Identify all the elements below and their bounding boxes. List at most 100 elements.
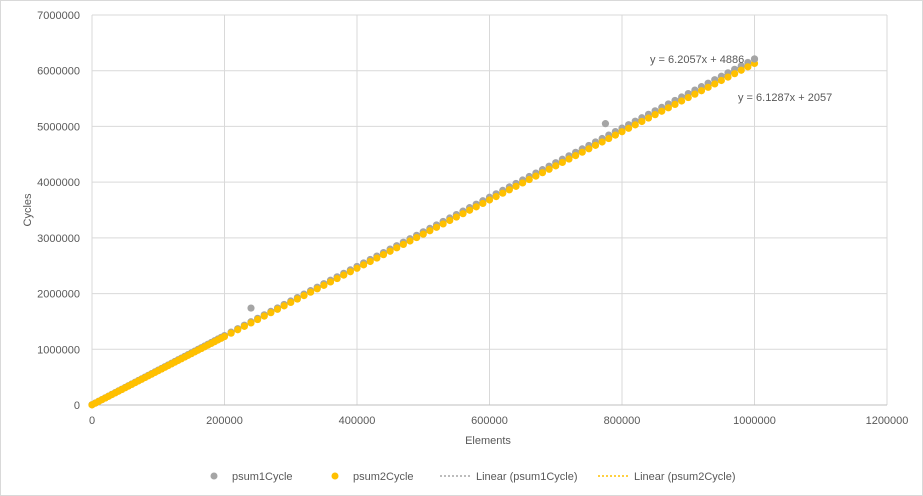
- y-tick-label: 2000000: [37, 289, 80, 301]
- x-tick-label: 800000: [604, 415, 641, 427]
- psum2-point: [519, 179, 527, 187]
- psum2-point: [678, 97, 686, 105]
- psum2-point: [346, 268, 354, 276]
- psum2-point: [307, 288, 315, 296]
- psum2-point: [697, 87, 706, 95]
- legend-label-psum2: psum2Cycle: [353, 471, 414, 483]
- psum2-point: [598, 138, 606, 146]
- legend-label-linear-psum2: Linear (psum2Cycle): [634, 471, 735, 483]
- psum2-point: [671, 100, 679, 109]
- legend-marker-psum2: [331, 472, 339, 480]
- psum2-point: [280, 302, 288, 310]
- psum2-point: [505, 186, 513, 194]
- y-tick-label: 1000000: [37, 344, 80, 356]
- psum2-point: [545, 165, 553, 173]
- y-tick-label: 3000000: [37, 233, 80, 245]
- y-axis-title: Cycles: [22, 193, 34, 227]
- psum2-point: [313, 285, 321, 293]
- psum2-point: [499, 189, 507, 197]
- psum2-point: [479, 199, 487, 208]
- psum2-point: [638, 117, 646, 126]
- psum2-point: [260, 312, 268, 320]
- psum2-point: [446, 216, 454, 225]
- legend-label-linear-psum1: Linear (psum1Cycle): [476, 471, 577, 483]
- psum2-point: [585, 145, 593, 153]
- psum2-point: [532, 172, 540, 180]
- psum2-point: [426, 227, 434, 235]
- psum2-point: [227, 329, 235, 337]
- psum2-point: [386, 247, 394, 255]
- x-tick-label: 0: [89, 415, 95, 427]
- psum2-point: [724, 73, 732, 81]
- psum2-point: [333, 274, 341, 283]
- psum2-point: [393, 244, 401, 252]
- psum2-point: [234, 326, 242, 334]
- psum2-point: [572, 152, 580, 160]
- psum2-point: [492, 192, 500, 201]
- legend: psum1Cycle psum2Cycle Linear (psum1Cycle…: [210, 471, 735, 483]
- psum2-point: [591, 141, 600, 149]
- x-tick-label: 1200000: [866, 415, 909, 427]
- psum2-point: [340, 271, 348, 279]
- tick-labels: 0100000020000003000000400000050000006000…: [37, 10, 908, 427]
- psum2-point: [287, 298, 295, 307]
- psum2-point: [373, 254, 381, 262]
- psum2-point: [320, 281, 328, 289]
- psum2-point: [419, 230, 427, 238]
- psum2-point: [625, 124, 633, 132]
- psum2-point: [525, 175, 533, 184]
- x-tick-label: 200000: [206, 415, 243, 427]
- psum2-point: [413, 233, 421, 242]
- psum2-point: [737, 66, 745, 74]
- x-tick-label: 600000: [471, 415, 508, 427]
- psum2-point: [300, 292, 308, 300]
- psum2-point: [684, 93, 692, 102]
- psum2-point: [267, 309, 275, 317]
- psum2-point: [293, 295, 301, 303]
- psum2-point: [472, 203, 480, 211]
- psum2-point: [717, 76, 725, 85]
- psum2-points: [88, 55, 759, 409]
- y-tick-label: 6000000: [37, 66, 80, 78]
- psum2-point: [360, 261, 368, 269]
- psum2-point: [618, 128, 626, 136]
- y-tick-label: 5000000: [37, 121, 80, 133]
- psum2-point: [512, 182, 520, 190]
- psum2-point: [466, 206, 474, 214]
- psum2-point: [691, 90, 699, 98]
- psum2-point: [711, 80, 719, 88]
- psum2-point: [731, 70, 739, 78]
- psum2-point: [644, 114, 653, 122]
- psum2-point: [399, 240, 407, 249]
- psum2-point: [664, 104, 672, 112]
- psum1-point: [247, 304, 255, 312]
- psum2-point: [651, 111, 659, 119]
- trendline-equation-psum2: y = 6.1287x + 2057: [738, 92, 832, 104]
- psum2-point: [452, 213, 460, 221]
- psum1-points: [247, 55, 759, 312]
- psum2-point: [605, 134, 613, 143]
- legend-label-psum1: psum1Cycle: [232, 471, 293, 483]
- psum1-point: [601, 120, 610, 128]
- psum2-point: [379, 251, 388, 259]
- psum2-point: [366, 257, 374, 266]
- psum2-point: [326, 278, 335, 286]
- psum2-point: [552, 162, 560, 170]
- psum2-point: [220, 332, 229, 341]
- x-tick-label: 1000000: [733, 415, 776, 427]
- psum2-point: [254, 315, 262, 324]
- psum1-point: [750, 55, 759, 63]
- x-axis-title: Elements: [465, 435, 511, 447]
- psum2-point: [247, 319, 255, 327]
- psum2-point: [631, 121, 639, 129]
- y-tick-label: 4000000: [37, 177, 80, 189]
- psum2-point: [406, 237, 414, 245]
- y-tick-label: 0: [74, 400, 80, 412]
- psum2-point: [485, 196, 494, 204]
- psum2-point: [459, 210, 467, 218]
- psum2-point: [558, 158, 566, 167]
- psum2-point: [538, 169, 547, 177]
- x-tick-label: 400000: [339, 415, 376, 427]
- psum2-point: [658, 107, 666, 115]
- trendline-equation-psum1: y = 6.2057x + 4886: [650, 54, 744, 66]
